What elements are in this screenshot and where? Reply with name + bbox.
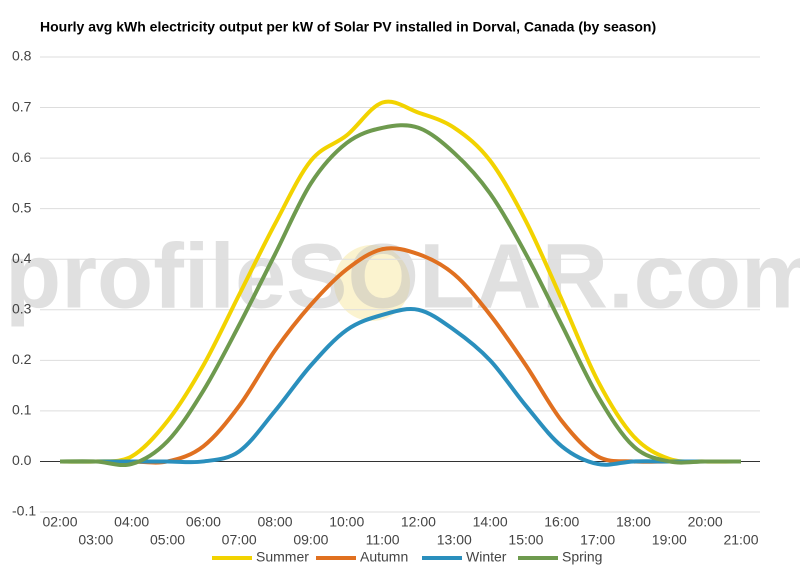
y-tick-label: 0.3 (12, 300, 32, 316)
y-tick-label: 0.6 (12, 149, 32, 165)
x-tick-label: 20:00 (688, 514, 723, 530)
series-line (60, 307, 741, 467)
x-tick-label: 15:00 (508, 532, 543, 548)
x-tick-label: 16:00 (544, 514, 579, 530)
x-tick-label: 19:00 (652, 532, 687, 548)
x-tick-label: 05:00 (150, 532, 185, 548)
x-tick-label: 12:00 (401, 514, 436, 530)
legend-label: Autumn (360, 549, 408, 565)
y-tick-label: 0.4 (12, 250, 32, 266)
x-tick-label: 02:00 (42, 514, 77, 530)
x-tick-label: 06:00 (186, 514, 221, 530)
series-line (59, 99, 742, 464)
legend-label: Winter (466, 549, 507, 565)
x-tick-label: 08:00 (258, 514, 293, 530)
chart-title: Hourly avg kWh electricity output per kW… (40, 19, 656, 35)
x-tick-label: 17:00 (580, 532, 615, 548)
y-tick-label: 0.8 (12, 48, 32, 64)
x-tick-label: 03:00 (78, 532, 113, 548)
x-tick-label: 04:00 (114, 514, 149, 530)
legend-label: Summer (256, 549, 309, 565)
x-tick-label: 13:00 (437, 532, 472, 548)
x-tick-label: 21:00 (723, 532, 758, 548)
y-tick-label: 0.7 (12, 98, 32, 114)
x-tick-label: 18:00 (616, 514, 651, 530)
x-tick-label: 14:00 (473, 514, 508, 530)
y-tick-label: 0.5 (12, 199, 32, 215)
y-tick-label: 0.1 (12, 402, 32, 418)
x-tick-label: 11:00 (366, 532, 400, 548)
x-tick-label: 10:00 (329, 514, 364, 530)
x-tick-label: 09:00 (293, 532, 328, 548)
y-tick-label: 0.2 (12, 351, 32, 367)
series-line (59, 123, 741, 468)
watermark: profileSOLAR.com (5, 225, 800, 327)
legend-label: Spring (562, 549, 602, 565)
x-tick-label: 07:00 (222, 532, 257, 548)
y-tick-label: 0.0 (12, 452, 32, 468)
y-tick-label: -0.1 (12, 503, 36, 519)
